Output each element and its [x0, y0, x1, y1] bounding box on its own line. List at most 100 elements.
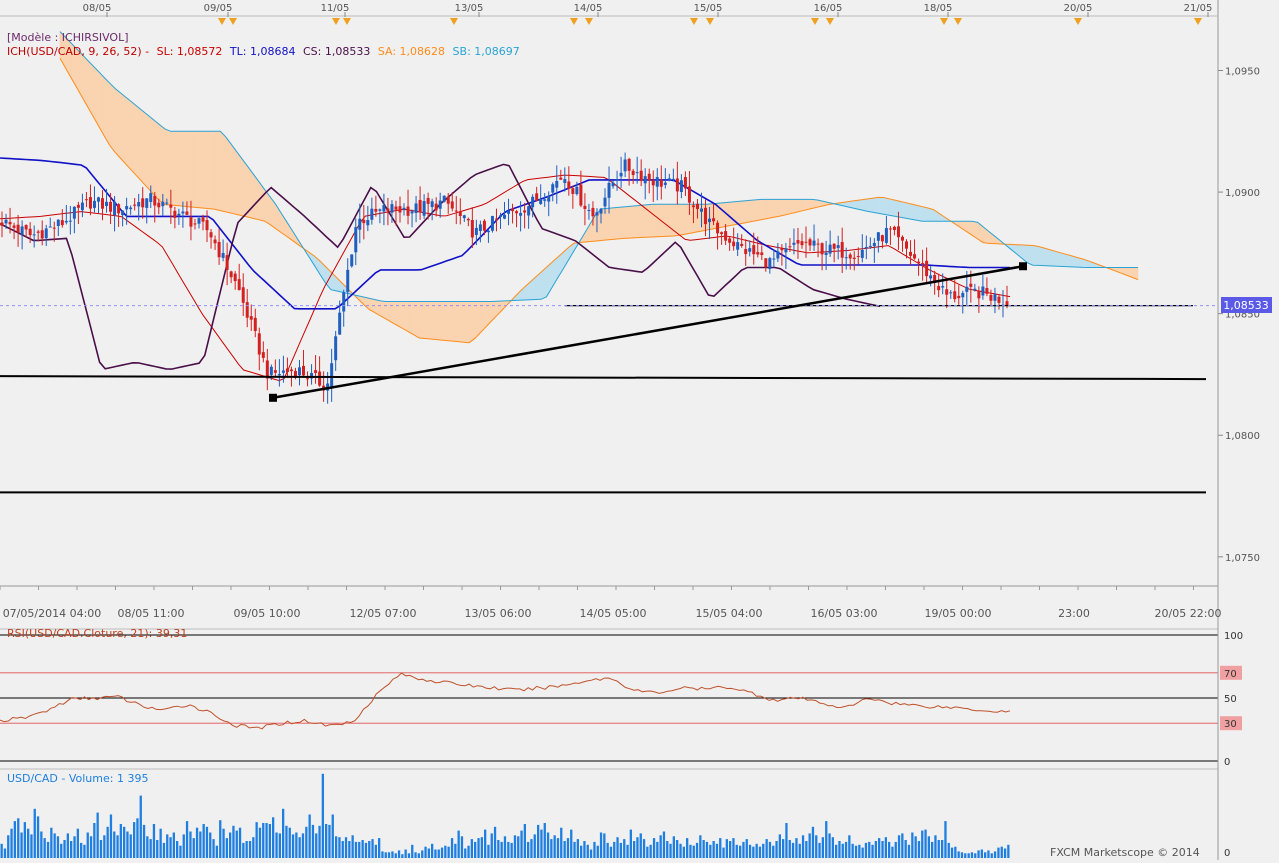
candle[interactable] — [619, 156, 623, 188]
candle[interactable] — [555, 165, 559, 204]
candle[interactable] — [941, 273, 945, 295]
candle[interactable] — [241, 273, 245, 317]
candle[interactable] — [285, 357, 289, 377]
candle[interactable] — [872, 238, 876, 263]
candle[interactable] — [720, 231, 724, 245]
candle[interactable] — [591, 201, 595, 226]
candle[interactable] — [265, 348, 269, 391]
candle[interactable] — [450, 192, 454, 212]
candle[interactable] — [880, 234, 884, 249]
candle[interactable] — [92, 186, 96, 213]
candle[interactable] — [587, 203, 591, 220]
candle[interactable] — [973, 283, 977, 292]
candle[interactable] — [354, 218, 358, 266]
event-marker-icon[interactable] — [229, 18, 237, 25]
candle[interactable] — [579, 170, 583, 208]
candle[interactable] — [985, 277, 989, 297]
candle[interactable] — [945, 277, 949, 309]
candle[interactable] — [981, 274, 985, 300]
candle[interactable] — [189, 200, 193, 241]
candle[interactable] — [503, 201, 507, 220]
candle[interactable] — [888, 226, 892, 246]
candle[interactable] — [201, 214, 205, 231]
candle[interactable] — [784, 242, 788, 269]
candle[interactable] — [756, 236, 760, 258]
candle[interactable] — [482, 219, 486, 236]
candle[interactable] — [105, 188, 109, 213]
candle[interactable] — [306, 371, 310, 387]
candle[interactable] — [828, 230, 832, 257]
event-marker-icon[interactable] — [940, 18, 948, 25]
candle[interactable] — [824, 240, 828, 271]
candle[interactable] — [338, 300, 342, 335]
candle[interactable] — [125, 197, 129, 225]
candle[interactable] — [764, 258, 768, 272]
candle[interactable] — [675, 161, 679, 205]
candle[interactable] — [776, 243, 780, 263]
candle[interactable] — [181, 201, 185, 228]
candle[interactable] — [20, 220, 24, 250]
candle[interactable] — [133, 197, 137, 211]
candle[interactable] — [639, 159, 643, 187]
event-marker-icon[interactable] — [450, 18, 458, 25]
candle[interactable] — [547, 191, 551, 217]
candle[interactable] — [511, 203, 515, 224]
candle[interactable] — [498, 212, 502, 229]
event-marker-icon[interactable] — [1074, 18, 1082, 25]
candle[interactable] — [334, 330, 338, 371]
candle[interactable] — [1005, 285, 1009, 309]
event-marker-icon[interactable] — [826, 18, 834, 25]
candle[interactable] — [454, 196, 458, 225]
candle[interactable] — [551, 182, 555, 202]
candle[interactable] — [716, 220, 720, 250]
candle[interactable] — [249, 304, 253, 331]
candle[interactable] — [575, 181, 579, 196]
candle[interactable] — [281, 355, 285, 383]
candle[interactable] — [96, 196, 100, 214]
candle[interactable] — [362, 204, 366, 240]
candle[interactable] — [165, 198, 169, 206]
candle[interactable] — [635, 156, 639, 184]
volume-legend[interactable]: USD/CAD - Volume: 1 395 — [7, 772, 149, 785]
candle[interactable] — [663, 168, 667, 189]
candle[interactable] — [535, 186, 539, 202]
candle[interactable] — [876, 231, 880, 253]
candle[interactable] — [651, 170, 655, 202]
candle[interactable] — [860, 234, 864, 263]
event-marker-icon[interactable] — [585, 18, 593, 25]
candle[interactable] — [32, 225, 36, 248]
candle[interactable] — [330, 348, 334, 402]
candle[interactable] — [788, 238, 792, 252]
candle[interactable] — [708, 206, 712, 240]
candle[interactable] — [113, 195, 117, 232]
candle[interactable] — [820, 242, 824, 271]
candle[interactable] — [342, 289, 346, 327]
candle[interactable] — [900, 235, 904, 252]
candle[interactable] — [52, 221, 56, 242]
candle[interactable] — [350, 254, 354, 268]
candle[interactable] — [736, 233, 740, 256]
candle[interactable] — [494, 208, 498, 232]
candle[interactable] — [631, 168, 635, 184]
candle[interactable] — [253, 308, 257, 338]
candle[interactable] — [149, 185, 153, 208]
candle[interactable] — [567, 166, 571, 196]
event-marker-icon[interactable] — [811, 18, 819, 25]
candle[interactable] — [378, 208, 382, 224]
candle[interactable] — [563, 167, 567, 192]
candle[interactable] — [679, 174, 683, 199]
candle[interactable] — [398, 196, 402, 223]
candle[interactable] — [687, 171, 691, 215]
candle[interactable] — [816, 238, 820, 258]
candle[interactable] — [595, 208, 599, 233]
candle[interactable] — [539, 184, 543, 205]
candle[interactable] — [88, 184, 92, 216]
candle[interactable] — [438, 192, 442, 218]
candle[interactable] — [571, 185, 575, 209]
candle[interactable] — [310, 364, 314, 385]
trendline[interactable] — [272, 265, 1024, 400]
candle[interactable] — [732, 227, 736, 251]
ichimoku-legend[interactable]: ICH(USD/CAD, 9, 26, 52) - SL: 1,08572 TL… — [7, 45, 520, 58]
candle[interactable] — [418, 186, 422, 220]
candle[interactable] — [60, 209, 64, 228]
